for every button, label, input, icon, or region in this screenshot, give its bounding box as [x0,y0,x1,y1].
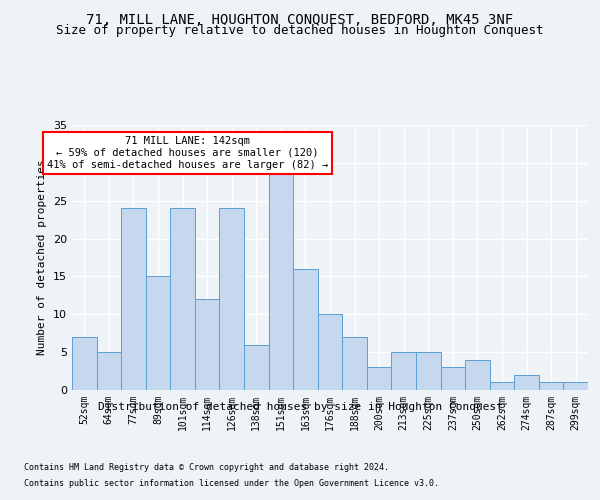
Bar [146,276,170,390]
Bar [269,170,293,390]
Bar [440,368,465,390]
Bar [342,337,367,390]
Bar [195,299,220,390]
Bar [391,352,416,390]
Bar [72,337,97,390]
Bar [293,269,318,390]
Bar [220,208,244,390]
Y-axis label: Number of detached properties: Number of detached properties [37,160,47,356]
Text: 71 MILL LANE: 142sqm
← 59% of detached houses are smaller (120)
41% of semi-deta: 71 MILL LANE: 142sqm ← 59% of detached h… [47,136,328,170]
Text: 71, MILL LANE, HOUGHTON CONQUEST, BEDFORD, MK45 3NF: 71, MILL LANE, HOUGHTON CONQUEST, BEDFOR… [86,12,514,26]
Bar [170,208,195,390]
Bar [367,368,391,390]
Text: Contains public sector information licensed under the Open Government Licence v3: Contains public sector information licen… [24,478,439,488]
Bar [244,344,269,390]
Bar [416,352,440,390]
Bar [539,382,563,390]
Text: Size of property relative to detached houses in Houghton Conquest: Size of property relative to detached ho… [56,24,544,37]
Bar [465,360,490,390]
Text: Contains HM Land Registry data © Crown copyright and database right 2024.: Contains HM Land Registry data © Crown c… [24,464,389,472]
Bar [490,382,514,390]
Bar [318,314,342,390]
Bar [121,208,146,390]
Bar [563,382,588,390]
Bar [97,352,121,390]
Text: Distribution of detached houses by size in Houghton Conquest: Distribution of detached houses by size … [97,402,503,412]
Bar [514,375,539,390]
